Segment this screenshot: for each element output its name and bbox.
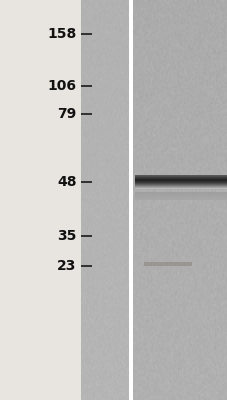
- Bar: [143, 262, 191, 266]
- Text: 48: 48: [57, 175, 76, 189]
- Text: 23: 23: [57, 259, 76, 273]
- Bar: [0, 0, 81, 400]
- Text: 158: 158: [47, 27, 76, 41]
- Text: 106: 106: [47, 79, 76, 93]
- Text: 79: 79: [57, 107, 76, 121]
- Text: 35: 35: [57, 229, 76, 243]
- Bar: [128, 0, 133, 400]
